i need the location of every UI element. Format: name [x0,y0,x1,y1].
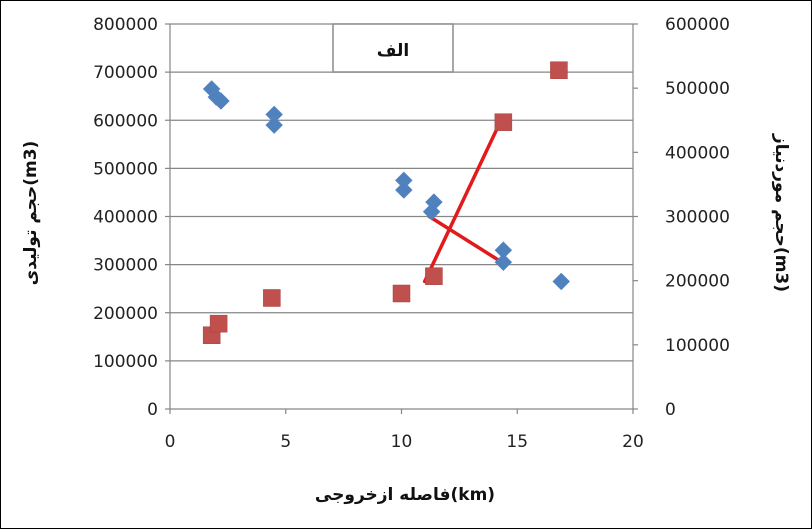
y-left-axis-label: حجم تولیدی(m3) [21,141,41,286]
data-points [202,61,571,344]
square-point [263,289,281,307]
y-right-tick-label: 500000 [665,79,730,99]
y-left-tick-label: 800000 [93,15,158,35]
x-tick-label: 0 [165,432,176,452]
diamond-point [552,272,571,291]
diamond-point [394,181,413,199]
square-point [550,61,568,79]
title-box: الف [332,23,454,73]
x-tick-label: 20 [622,432,644,452]
y-left-tick-label: 200000 [93,304,158,324]
x-tick-label: 10 [391,432,413,452]
square-point [209,314,228,333]
square-point [425,267,443,285]
title-box-border [332,23,454,73]
trend-line-2 [422,118,503,284]
y-right-axis-label: حجم موردنیاز(m3) [771,133,791,292]
diamond-point [422,202,441,221]
tick-labels: 0 100000 200000 300000 400000 500000 600000 700… [93,15,730,452]
y-left-tick-label: 100000 [93,352,158,372]
axes [165,23,638,414]
x-axis-label: فاصله ازخروجی(km) [315,485,495,505]
chart-title: الف [377,41,409,61]
y-right-tick-label: 0 [665,400,676,420]
trend-lines [422,118,508,284]
y-left-tick-label: 700000 [93,63,158,83]
diamond-point [265,116,284,134]
y-left-tick-label: 400000 [93,208,158,228]
y-right-tick-label: 400000 [665,143,730,163]
square-point [494,113,513,131]
y-right-tick-label: 300000 [665,208,730,228]
y-left-tick-label: 0 [147,400,158,420]
y-right-tick-label: 600000 [665,15,730,35]
diamond-point [212,92,230,110]
x-tick-label: 15 [506,432,528,452]
trend-line-1 [427,214,508,267]
diamond-point [494,253,513,272]
y-left-tick-label: 600000 [93,111,158,131]
y-right-tick-label: 200000 [665,272,730,292]
y-left-tick-label: 300000 [93,256,158,276]
y-right-tick-label: 100000 [665,336,730,356]
square-point [392,284,411,303]
x-tick-label: 5 [280,432,291,452]
y-left-tick-label: 500000 [93,159,158,179]
